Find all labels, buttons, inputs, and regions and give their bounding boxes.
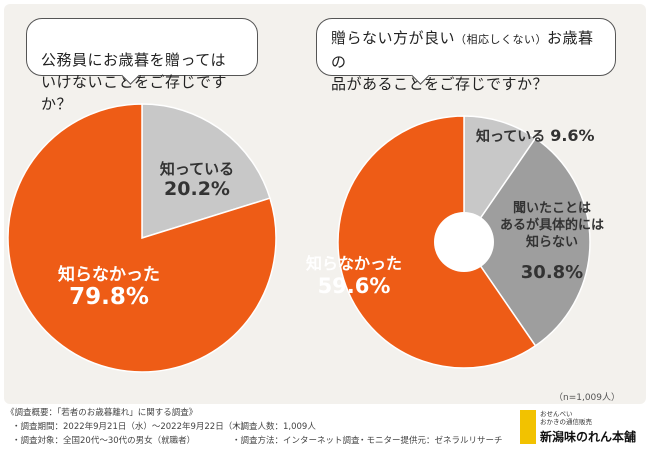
right-heard-line-3: 知らない [525, 235, 578, 250]
pie-right-slice-0 [463, 115, 537, 245]
left-unknown-value-text: 79.8% [69, 284, 149, 310]
left-known-value: 20.2% [152, 178, 242, 200]
left-known-value-text: 20.2% [164, 178, 230, 200]
pie-left [7, 103, 277, 373]
right-known-label: 知っている 9.6% [476, 126, 596, 146]
right-unknown-value-text: 59.6% [317, 274, 391, 298]
left-unknown-label-text: 知らなかった [58, 265, 160, 285]
right-heard-value: 30.8% [510, 262, 594, 283]
footer-method: ・調査方法：インターネット調査 [232, 436, 360, 446]
right-heard-line-1: 聞いたことは [512, 201, 591, 216]
right-heard-line-2: あるが具体的には [499, 218, 604, 233]
footer-count: ・調査人数：1,009人 [232, 422, 316, 432]
brand-name: 新潟味のれん本舗 [540, 430, 637, 444]
right-known-label-text: 知っている [476, 129, 546, 145]
question-right: 贈らない方が良い（相応しくない）お歳暮の 品があることをご存じですか？ [316, 18, 616, 93]
right-unknown-label: 知らなかった [294, 250, 414, 274]
sample-size-note: （n=1,009人） [553, 393, 620, 403]
question-right-text-1: 贈らない方が良い [331, 29, 456, 47]
footer-title: 《調査概要：「若者のお歳暮離れ」に関する調査》 [6, 408, 198, 418]
pie-right [337, 115, 591, 369]
brand-sub-line-1: おせんべい [540, 410, 573, 418]
question-right-text-small: （相応しくない） [455, 33, 548, 46]
brand-logo: おせんべい おかきの通信販売 新潟味のれん本舗 [520, 408, 644, 448]
left-known-label-text: 知っている [159, 160, 235, 178]
left-known-label: 知っている [152, 158, 242, 179]
charts-svg [7, 103, 591, 373]
question-left-text: 公務員にお歳暮を贈っては いけないことをご存じですか？ [41, 51, 228, 113]
footer-target: ・調査対象：全国20代〜30代の男女（就職者） [12, 436, 196, 446]
question-left: 公務員にお歳暮を贈っては いけないことをご存じですか？ [26, 18, 258, 113]
right-unknown-value: 59.6% [304, 274, 404, 298]
pie-right-slice-1 [463, 137, 591, 347]
footer-period: ・調査期間：2022年9月21日（水）〜2022年9月22日（木） [12, 422, 250, 432]
right-heard-value-text: 30.8% [520, 262, 584, 283]
right-heard-label: 聞いたことは あるが具体的には 知らない [492, 200, 612, 251]
pie-left-slice-0 [141, 103, 271, 240]
left-unknown-label: 知らなかった [44, 260, 174, 285]
pie-left-slice-1 [7, 103, 277, 373]
footer-provider: ・モニター提供元：ゼネラルリサーチ [358, 436, 503, 446]
pie-right-hole [434, 212, 494, 272]
brand-mark-icon [520, 410, 536, 444]
right-known-value-text: 9.6% [550, 126, 595, 145]
right-unknown-label-text: 知らなかった [305, 254, 402, 273]
left-unknown-value: 79.8% [54, 284, 164, 310]
brand-sub-line-2: おかきの通信販売 [540, 418, 592, 426]
chart-panel: 公務員にお歳暮を贈っては いけないことをご存じですか？ 贈らない方が良い（相応し… [4, 4, 646, 404]
brand-subtitle: おせんべい おかきの通信販売 [540, 410, 592, 426]
question-right-text-2: お歳暮の 品があることをご存じですか？ [331, 29, 594, 93]
